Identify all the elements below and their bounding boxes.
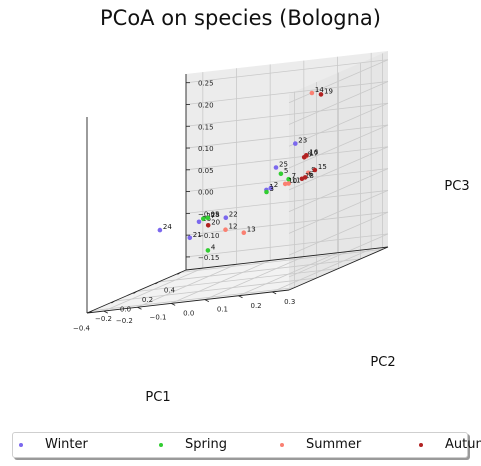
x-tick-label: 0.0 [120,306,131,314]
z-tick-label: −0.10 [198,232,219,240]
point-label: 18 [305,172,314,180]
point-winter-26 [196,219,202,225]
legend-label: Winter [45,437,88,452]
point-autumn-15 [312,167,318,173]
legend-marker [280,442,284,447]
point-winter-24 [157,227,163,233]
point-label: 25 [279,161,288,169]
point-winter-2 [268,185,274,191]
point-label: 4 [211,243,216,251]
y-tick-label: 0.2 [251,302,262,310]
point-label: 11 [292,177,301,185]
point-spring-27 [201,216,206,222]
point-autumn-20 [205,223,211,228]
point-label: 13 [247,226,256,234]
point-autumn-19 [318,92,324,97]
legend-item-autumn: Autumn [419,437,481,452]
point-label: 19 [324,87,333,95]
z-tick-label: 0.20 [198,101,214,109]
point-label: 17 [309,149,318,157]
x-tick-label: −0.4 [73,325,91,333]
legend-marker [19,442,23,447]
data-points: 1223252226242135742728101191412131718615… [157,86,333,253]
point-spring-4 [205,248,211,253]
y-tick-label: −0.1 [150,313,167,321]
z-tick-label: 0.25 [198,80,214,88]
y-tick-label: −0.2 [116,317,133,325]
tick-labels: −0.4 −0.2 0.0 0.2 0.4 −0.2 −0.1 0.0 0.1 0.2 0.3 −0.… [73,80,295,333]
z-tick-label: −0.05 [198,210,219,218]
point-spring-28 [205,215,211,221]
point-autumn-6 [302,175,308,180]
legend-marker [159,442,163,447]
legend-label: Spring [185,437,227,452]
z-tick-label: 0.00 [198,189,214,197]
chart-title: PCoA on species (Bologna) [100,6,381,30]
point-label: 22 [229,211,238,219]
x-tick-label: 0.2 [142,296,153,304]
y-tick-label: 0.3 [284,298,295,306]
point-winter-23 [293,141,298,146]
y-axis-label: PC2 [370,355,395,370]
x-tick-label: −0.2 [95,315,112,323]
legend-label: Summer [306,437,362,452]
axis-labels: PC1 PC2 PC3 [145,179,469,405]
point-summer-9 [306,170,311,176]
z-tick-label: 0.10 [198,145,214,153]
point-winter-22 [223,215,229,220]
point-label: 14 [315,86,324,94]
point-summer-11 [286,181,291,186]
x-tick-label: 0.4 [164,286,176,294]
z-tick-label: −0.15 [198,254,219,262]
axes-panes [87,51,388,313]
point-label: 24 [163,223,172,231]
legend-label: Autumn [445,437,481,452]
point-label: 21 [193,231,202,239]
point-label: 6 [308,170,313,178]
z-axis-label: PC3 [444,179,469,194]
point-label: 23 [298,137,307,145]
z-tick-label: 0.15 [198,123,214,131]
legend-item-summer: Summer [280,437,366,452]
point-label: 27 [206,212,215,220]
y-tick-label: 0.0 [183,309,194,317]
point-autumn-16 [304,153,309,158]
point-summer-14 [309,90,315,96]
point-spring-3 [264,189,269,195]
point-label: 5 [284,167,288,175]
point-summer-13 [241,230,247,235]
point-label: 3 [270,185,274,193]
point-label: 10 [288,177,297,185]
point-winter-21 [187,235,193,241]
legend-marker [419,442,423,447]
y-tick-label: 0.1 [217,306,228,314]
point-summer-10 [282,181,288,187]
legend-item-winter: Winter [19,437,90,452]
point-label: 7 [292,172,296,180]
point-winter-25 [273,165,279,170]
point-summer-12 [223,227,228,232]
point-label: 15 [318,163,327,171]
point-label: 8 [307,150,311,158]
point-spring-7 [286,176,291,182]
point-spring-5 [278,171,284,177]
point-label: 16 [309,148,318,156]
z-tick-label: 0.05 [198,167,214,175]
grid-lines [92,52,389,312]
legend: Winter Spring Summer Autumn [12,432,481,458]
legend-item-spring: Spring [159,437,230,452]
x-axis-label: PC1 [145,390,170,405]
point-label: 20 [211,218,220,226]
point-label: 12 [229,223,238,231]
point-label: 2 [274,181,278,189]
point-label: 28 [211,211,220,219]
